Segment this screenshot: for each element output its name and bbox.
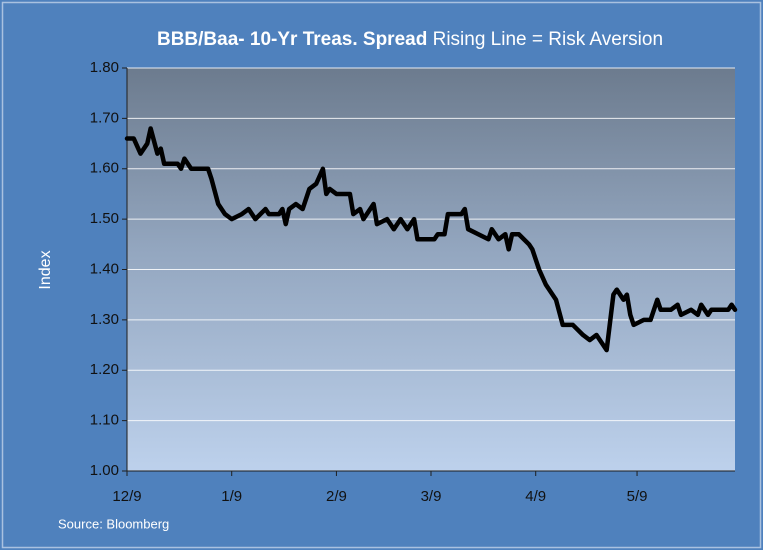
marks [124,126,738,353]
data-line [124,126,738,353]
x-tick-label: 3/9 [421,488,442,505]
y-tick-label: 1.40 [90,260,119,277]
x-tick-label: 2/9 [326,488,347,505]
x-tick-label: 12/9 [112,488,141,505]
y-tick-label: 1.20 [90,361,119,378]
y-tick-label: 1.30 [90,311,119,328]
x-tick-label: 5/9 [627,488,648,505]
subtitle: Rising Line = Risk Aversion [433,29,663,50]
y-tick-label: 1.50 [90,210,119,227]
source: Source: Bloomberg [58,516,169,531]
y-axis-label: Index [37,250,54,289]
y-tick-label: 1.10 [90,412,119,429]
x-tick-label: 4/9 [525,488,546,505]
y-tick-label: 1.60 [90,160,119,177]
x-tick-label: 1/9 [221,488,242,505]
y-tick-label: 1.00 [90,462,119,479]
title: BBB/Baa- 10-Yr Treas. Spread [157,29,427,50]
y-tick-label: 1.70 [90,109,119,126]
chart-title: BBB/Baa- 10-Yr Treas. Spread Rising Line… [157,29,663,50]
y-tick-label: 1.80 [90,59,119,76]
